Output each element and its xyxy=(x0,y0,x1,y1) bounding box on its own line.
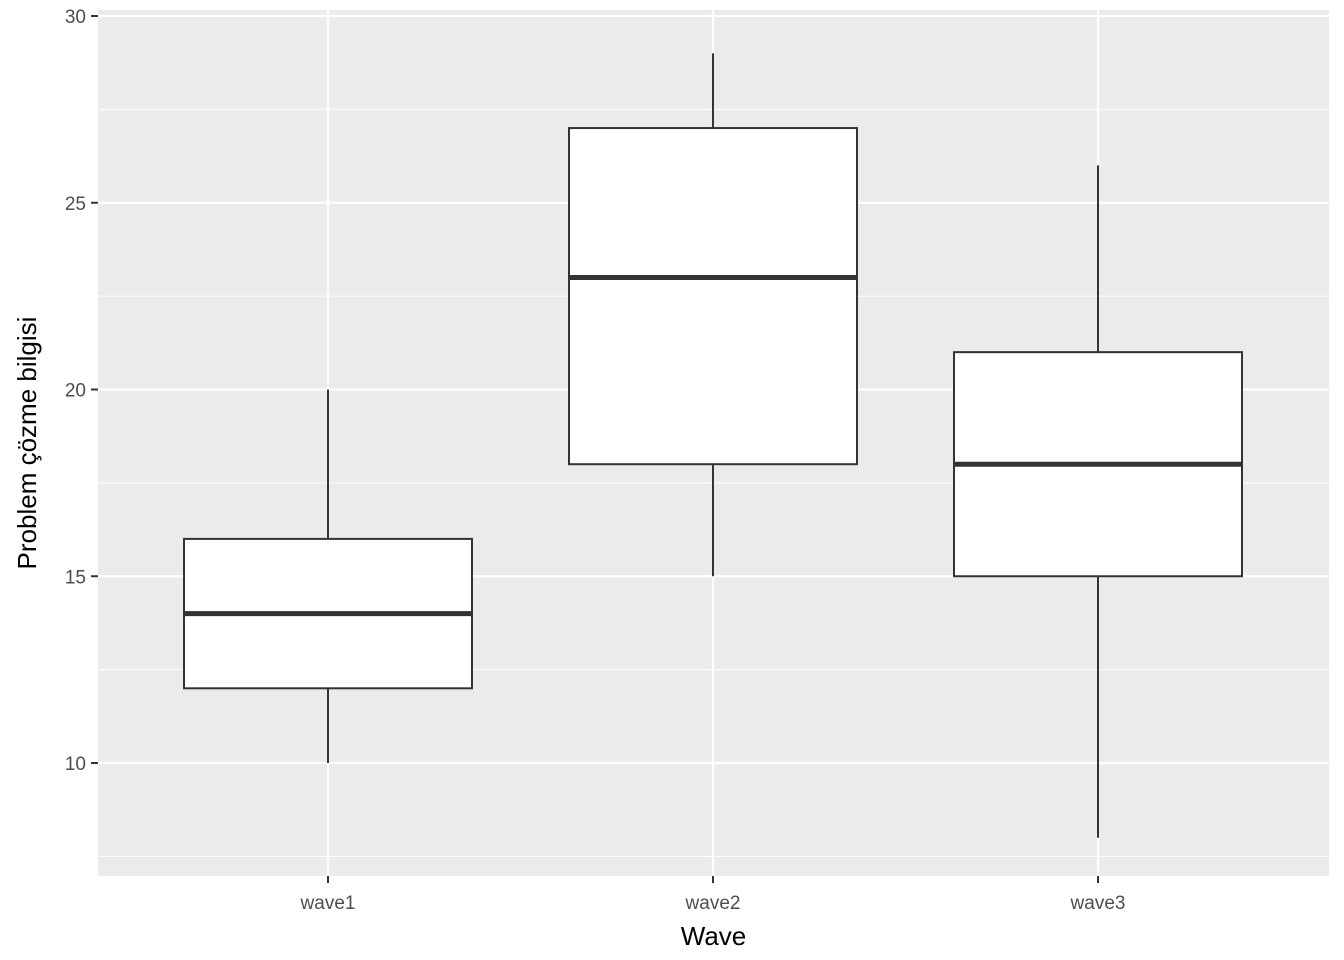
box-series xyxy=(183,53,1243,838)
x-tick-label: wave1 xyxy=(300,893,356,914)
y-tick-label: 15 xyxy=(65,567,86,588)
y-tick-label: 20 xyxy=(65,381,86,402)
x-axis: wave1 wave2 wave3 xyxy=(300,876,1126,914)
y-axis: 10 15 20 25 30 xyxy=(65,7,98,775)
y-tick-label: 30 xyxy=(65,7,86,28)
x-tick-label: wave3 xyxy=(1070,893,1126,914)
y-axis-title: Problem çözme bilgisi xyxy=(12,317,42,570)
box-wave2 xyxy=(568,53,858,577)
y-tick-label: 10 xyxy=(65,754,86,775)
box-wave3 xyxy=(953,165,1243,838)
x-axis-title: Wave xyxy=(681,921,747,951)
x-tick-label: wave2 xyxy=(685,893,741,914)
box-iqr xyxy=(568,127,858,466)
box-wave1 xyxy=(183,389,473,763)
y-tick-label: 25 xyxy=(65,194,86,215)
